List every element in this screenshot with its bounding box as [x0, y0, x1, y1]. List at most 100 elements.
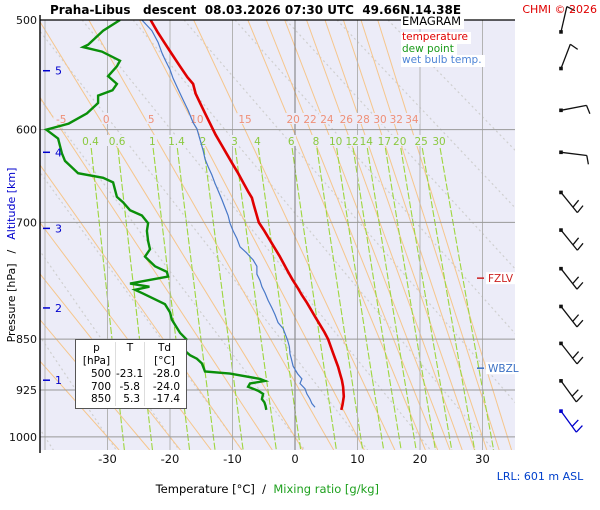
svg-text:5: 5 [148, 114, 155, 126]
svg-text:700: 700 [16, 216, 37, 229]
wind-barb-icon [559, 5, 576, 34]
svg-text:1.4: 1.4 [168, 136, 185, 148]
legend-title: EMAGRAM [401, 14, 465, 29]
y-axis-title-pressure: Pressure [hPa] [5, 263, 18, 343]
temp-tick-labels: -30 -20 -10 0 10 20 30 [98, 452, 490, 466]
x-axis-title: Temperature [°C] / Mixing ratio [g/kg] [120, 468, 400, 510]
table-cell: 850 [90, 393, 111, 405]
svg-text:30: 30 [475, 452, 490, 466]
svg-text:1: 1 [149, 136, 156, 148]
mixing-ratio-labels: 0.4 0.6 1 1.4 2 3 4 6 8 10 12 14 17 20 25 30 [79, 135, 447, 148]
svg-text:8: 8 [313, 136, 320, 148]
wind-barbs-group [559, 5, 591, 433]
wind-barb-icon [559, 409, 583, 433]
svg-text:-10: -10 [223, 452, 242, 466]
svg-text:0: 0 [291, 452, 298, 466]
wet-adiabats-group [40, 20, 513, 450]
svg-text:925: 925 [16, 384, 37, 397]
svg-text:10: 10 [329, 136, 342, 148]
svg-text:-5: -5 [56, 114, 66, 126]
wind-barb-icon [559, 43, 579, 71]
wind-barb-icon [559, 190, 584, 214]
svg-text:0.6: 0.6 [109, 136, 126, 148]
wind-barb-icon [559, 104, 591, 114]
svg-text:20: 20 [393, 136, 406, 148]
wind-barb-icon [559, 266, 584, 290]
svg-text:6: 6 [288, 136, 295, 148]
wind-barb-icon [559, 341, 584, 365]
svg-text:30: 30 [432, 136, 445, 148]
svg-text:20: 20 [286, 114, 299, 126]
svg-text:22: 22 [303, 114, 316, 126]
table-cell: -17.4 [144, 393, 184, 406]
wind-barb-icon [559, 304, 584, 328]
chart-legend: EMAGRAM temperature dew point wet bulb t… [401, 14, 485, 67]
svg-text:10: 10 [350, 452, 365, 466]
table-cell: -28.0 [144, 368, 184, 381]
svg-text:0: 0 [103, 114, 110, 126]
altitude-ticks-group: 5 4 3 2 1 [43, 65, 62, 387]
page-title: Praha-Libus descent 08.03.2026 07:30 UTC… [50, 3, 462, 17]
y-axis-title: Pressure [hPa] / Altitude [km] [5, 145, 21, 365]
svg-text:24: 24 [320, 114, 334, 126]
table-cell: -5.8 [115, 380, 144, 393]
svg-text:FZLV: FZLV [488, 273, 514, 285]
table-cell: 500 [90, 368, 111, 380]
svg-text:5: 5 [55, 65, 62, 78]
table-cell: -23.1 [115, 368, 144, 381]
table-header-pressure: p [hPa] [82, 342, 111, 367]
svg-text:28: 28 [356, 114, 369, 126]
svg-text:4: 4 [254, 136, 261, 148]
svg-text:850: 850 [16, 333, 37, 346]
svg-text:4: 4 [55, 146, 62, 159]
y-axis-title-separator: / [5, 249, 18, 254]
svg-text:12: 12 [345, 136, 358, 148]
svg-text:17: 17 [378, 136, 391, 148]
x-axis-title-temperature: Temperature [°C] [155, 482, 255, 496]
marker-wbzl: WBZL [477, 362, 519, 375]
temperature-curve [149, 20, 346, 411]
svg-text:3: 3 [55, 222, 62, 235]
copyright-text: CHMI © 2026 [522, 3, 597, 16]
svg-text:1000: 1000 [9, 431, 37, 444]
wind-barb-icon [559, 379, 583, 403]
x-axis-title-mixing-ratio: Mixing ratio [g/kg] [273, 482, 380, 496]
dew-point-curve [43, 20, 270, 411]
svg-text:32: 32 [390, 114, 403, 126]
svg-text:1: 1 [55, 374, 62, 387]
svg-text:15: 15 [238, 114, 251, 126]
table-header-dewpoint: Td [°C] [144, 342, 184, 368]
table-cell: 5.3 [115, 393, 144, 406]
svg-text:34: 34 [405, 114, 419, 126]
dry-adiabats-group [40, 20, 515, 450]
x-axis-title-separator: / [254, 482, 274, 496]
svg-text:-30: -30 [98, 452, 117, 466]
svg-text:14: 14 [360, 136, 374, 148]
svg-text:WBZL: WBZL [488, 363, 519, 375]
wet-adiabat-labels: -5 0 5 10 15 20 22 24 26 28 30 32 34 [53, 113, 420, 126]
svg-text:3: 3 [231, 136, 238, 148]
svg-text:25: 25 [415, 136, 428, 148]
wind-barb-icon [559, 150, 590, 165]
legend-item-dew-point: dew point [401, 43, 457, 55]
svg-text:20: 20 [413, 452, 428, 466]
marker-fzlv: FZLV [477, 272, 519, 285]
table-header-temperature: T [115, 342, 144, 368]
legend-item-wet-bulb: wet bulb temp. [401, 54, 485, 67]
table-cell: -24.0 [144, 380, 184, 393]
table-cell: 700 [90, 380, 111, 393]
pressure-tick-labels: 500 600 700 850 925 1000 [9, 14, 37, 444]
y-axis-title-altitude: Altitude [km] [5, 167, 18, 240]
svg-text:26: 26 [340, 114, 354, 126]
svg-text:0.4: 0.4 [82, 136, 99, 148]
lrl-status-text: LRL: 601 m ASL [496, 470, 584, 483]
svg-text:2: 2 [200, 136, 207, 148]
sounding-levels-table: p [hPa] T Td [°C] 500 -23.1 -28.0 700 -5… [75, 339, 187, 409]
svg-text:600: 600 [16, 124, 37, 137]
svg-text:-20: -20 [161, 452, 180, 466]
wind-barb-icon [559, 228, 584, 251]
svg-text:500: 500 [16, 14, 37, 27]
wet-bulb-curve [141, 20, 316, 408]
